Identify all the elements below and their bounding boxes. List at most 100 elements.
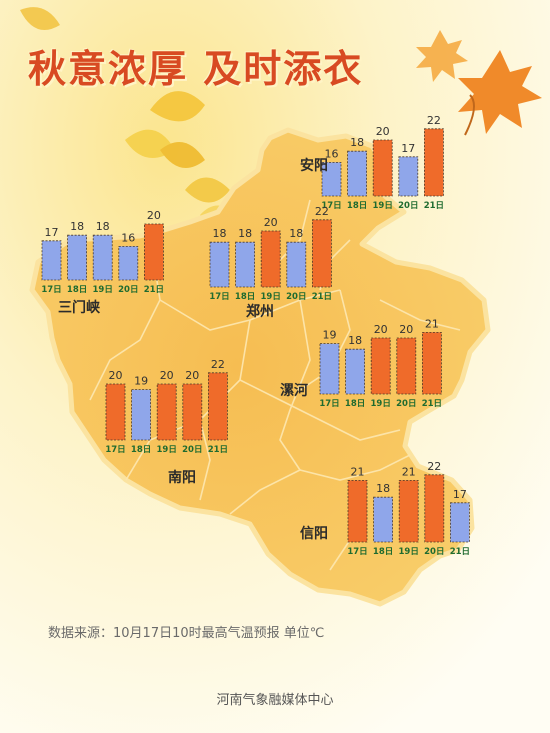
date-tick-label: 17日	[209, 292, 229, 302]
date-tick-label: 21日	[312, 292, 332, 302]
temp-bar	[156, 383, 177, 441]
date-tick-label: 18日	[347, 201, 367, 211]
date-tick-label: 20日	[118, 285, 138, 295]
temp-bar	[370, 337, 391, 395]
city-label: 漯河	[280, 382, 308, 399]
date-tick-label: 19日	[399, 547, 419, 557]
temp-value-label: 20	[374, 323, 388, 336]
temp-value-label: 20	[376, 125, 390, 138]
city-label: 南阳	[168, 469, 196, 486]
date-tick-label: 20日	[424, 547, 444, 557]
date-tick-label: 19日	[371, 399, 391, 409]
temp-bar	[143, 223, 164, 281]
temp-chart-0: 16 17日 18 18日 20 19日 17 20日 22 21日 安阳	[300, 114, 444, 211]
temp-value-label: 18	[213, 227, 227, 240]
temp-value-label: 16	[325, 147, 339, 160]
temp-value-label: 20	[160, 369, 174, 382]
temp-bar	[423, 128, 444, 197]
temp-value-label: 22	[315, 205, 329, 218]
temp-value-label: 18	[376, 482, 390, 495]
temp-bar	[321, 161, 342, 197]
temp-bar	[449, 502, 470, 543]
temp-bar	[347, 150, 368, 197]
temp-bar	[182, 383, 203, 441]
temp-chart-3: 19 17日 18 18日 20 19日 20 20日 21 21日 漯河	[280, 317, 442, 409]
date-tick-label: 21日	[422, 399, 442, 409]
date-tick-label: 18日	[235, 292, 255, 302]
temp-value-label: 17	[401, 142, 415, 155]
temp-value-label: 21	[425, 317, 439, 330]
temp-value-label: 20	[109, 369, 123, 382]
date-tick-label: 19日	[261, 292, 281, 302]
temp-bar	[319, 343, 340, 395]
temp-value-label: 18	[350, 136, 364, 149]
temp-bar	[421, 331, 442, 395]
temp-value-label: 17	[453, 488, 467, 501]
temp-bar	[372, 139, 393, 197]
page-title: 秋意浓厚 及时添衣	[28, 47, 364, 91]
temp-value-label: 21	[351, 465, 365, 478]
date-tick-label: 19日	[157, 445, 177, 455]
date-tick-label: 17日	[347, 547, 367, 557]
temp-value-label: 18	[289, 227, 303, 240]
date-tick-label: 17日	[105, 445, 125, 455]
temp-bar	[235, 241, 256, 288]
temp-value-label: 19	[134, 375, 148, 388]
temp-bar	[398, 479, 419, 543]
temp-bar	[286, 241, 307, 288]
temp-bar	[396, 337, 417, 395]
date-tick-label: 17日	[319, 399, 339, 409]
temp-bar	[260, 230, 281, 288]
date-tick-label: 19日	[93, 285, 113, 295]
data-source-note: 数据来源：10月17日10时最高气温预报 单位℃	[48, 626, 325, 641]
temp-value-label: 20	[264, 216, 278, 229]
temp-bar	[41, 240, 62, 281]
temp-bar	[398, 156, 419, 197]
temp-value-label: 21	[402, 465, 416, 478]
date-tick-label: 21日	[208, 445, 228, 455]
temp-bar	[67, 234, 87, 281]
date-tick-label: 18日	[67, 285, 87, 295]
temp-value-label: 19	[323, 329, 337, 342]
date-tick-label: 18日	[373, 547, 393, 557]
city-label: 三门峡	[58, 299, 101, 316]
temp-bar	[373, 496, 394, 543]
temp-value-label: 20	[185, 369, 199, 382]
date-tick-label: 20日	[398, 201, 418, 211]
temp-bar	[131, 389, 152, 441]
date-tick-label: 19日	[373, 201, 393, 211]
date-tick-label: 20日	[182, 445, 202, 455]
date-tick-label: 20日	[286, 292, 306, 302]
city-label: 安阳	[300, 157, 328, 174]
temp-bar	[118, 245, 139, 281]
city-label: 信阳	[300, 525, 328, 542]
date-tick-label: 18日	[345, 399, 365, 409]
date-tick-label: 21日	[144, 285, 164, 295]
temp-value-label: 16	[121, 231, 135, 244]
temp-bar	[209, 241, 230, 288]
temp-bar	[92, 234, 113, 281]
temp-bar	[424, 474, 445, 543]
temp-chart-5: 21 17日 18 18日 21 19日 22 20日 17 21日 信阳	[300, 460, 470, 557]
temp-value-label: 17	[45, 226, 59, 239]
temp-bar	[207, 372, 228, 441]
temp-value-label: 18	[238, 227, 252, 240]
temp-bar	[345, 348, 366, 395]
temp-value-label: 18	[96, 220, 110, 233]
temp-bar	[311, 219, 332, 288]
date-tick-label: 18日	[131, 445, 151, 455]
temp-bar	[347, 479, 368, 543]
temp-value-label: 20	[147, 209, 161, 222]
date-tick-label: 21日	[450, 547, 470, 557]
temp-value-label: 18	[70, 220, 84, 233]
temp-bar	[105, 383, 126, 441]
temp-value-label: 20	[399, 323, 413, 336]
maple-leaf-decoration	[416, 30, 542, 136]
date-tick-label: 17日	[321, 201, 341, 211]
publisher-name: 河南气象融媒体中心	[216, 693, 334, 708]
city-label: 郑州	[246, 303, 274, 320]
